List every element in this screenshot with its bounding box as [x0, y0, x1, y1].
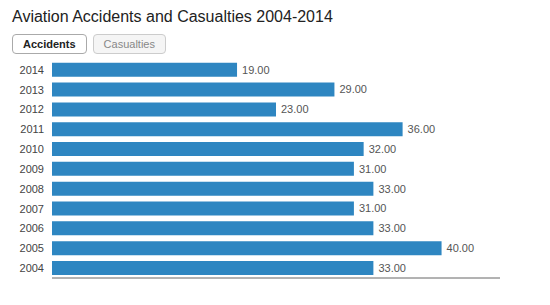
svg-text:2013: 2013: [20, 84, 44, 96]
svg-text:2005: 2005: [20, 242, 44, 254]
html-text:Accidents: Accidents: [23, 38, 76, 50]
svg-text:33.00: 33.00: [378, 222, 406, 234]
svg-text:2014: 2014: [20, 64, 44, 76]
svg-text:2006: 2006: [20, 222, 44, 234]
html-text:Casualties: Casualties: [103, 38, 155, 50]
svg-text:2011: 2011: [20, 123, 44, 135]
svg-text:2012: 2012: [20, 103, 44, 115]
svg-text:2008: 2008: [20, 183, 44, 195]
svg-text:2007: 2007: [20, 203, 44, 215]
svg-text:19.00: 19.00: [242, 64, 270, 76]
svg-text:33.00: 33.00: [378, 183, 406, 195]
svg-text:29.00: 29.00: [339, 83, 367, 95]
svg-text:2010: 2010: [20, 143, 44, 155]
svg-text:36.00: 36.00: [408, 123, 436, 135]
svg-text:23.00: 23.00: [281, 103, 309, 115]
svg-text:33.00: 33.00: [378, 262, 406, 274]
svg-text:31.00: 31.00: [359, 163, 387, 175]
html-text:Aviation Accidents and Casualt: Aviation Accidents and Casualties 2004-2…: [12, 8, 333, 25]
svg-text:40.00: 40.00: [447, 242, 475, 254]
svg-text:31.00: 31.00: [359, 202, 387, 214]
svg-text:2009: 2009: [20, 163, 44, 175]
svg-text:32.00: 32.00: [369, 143, 397, 155]
svg-text:2004: 2004: [20, 262, 44, 274]
